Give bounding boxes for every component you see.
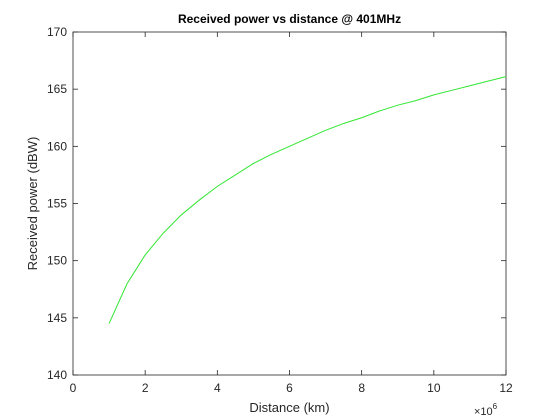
x-tick-label: 4 <box>214 381 221 395</box>
x-axis-multiplier-base: ×10 <box>474 406 493 418</box>
y-tick-label: 155 <box>47 197 67 211</box>
x-tick-label: 0 <box>70 381 77 395</box>
y-axis-label: Received power (dBW) <box>25 137 40 271</box>
x-axis-multiplier-exponent: 6 <box>493 402 498 411</box>
x-axis-label: Distance (km) <box>249 400 329 415</box>
chart-title: Received power vs distance @ 401MHz <box>178 12 401 26</box>
ticks <box>72 31 507 376</box>
x-tick-label: 8 <box>358 381 365 395</box>
y-tick-label: 150 <box>47 254 67 268</box>
y-tick-label: 140 <box>47 368 67 382</box>
x-axis-multiplier: ×106 <box>474 402 498 418</box>
plot-area <box>72 31 507 376</box>
y-tick-label: 145 <box>47 311 67 325</box>
y-tick-label: 165 <box>47 82 67 96</box>
x-tick-label: 2 <box>142 381 149 395</box>
x-tick-label: 10 <box>427 381 441 395</box>
tick-labels: 0 2 4 6 8 10 12 140 145 150 155 160 165 170 <box>47 25 513 395</box>
x-tick-label: 12 <box>499 381 513 395</box>
y-tick-label: 170 <box>47 25 67 39</box>
y-tick-label: 160 <box>47 139 67 153</box>
x-tick-label: 6 <box>286 381 293 395</box>
series-line <box>108 76 507 324</box>
